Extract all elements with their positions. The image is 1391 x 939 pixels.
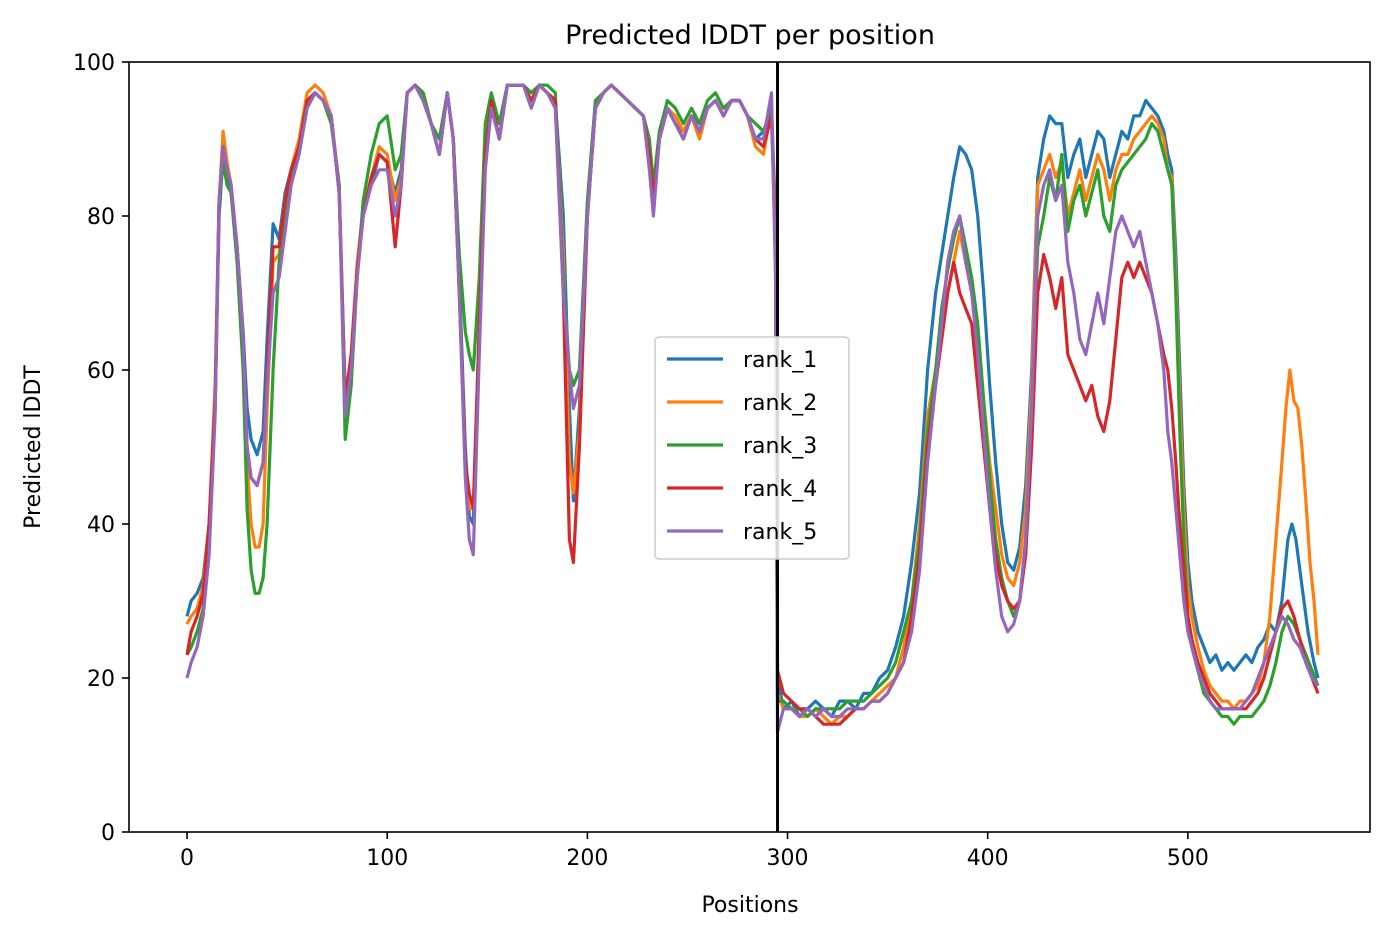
x-tick-label: 0 (180, 846, 194, 871)
plot-frame (128, 61, 1371, 833)
series-line-rank_5 (185, 83, 1320, 734)
chart-title: Predicted lDDT per position (565, 20, 935, 51)
y-tick-label: 100 (73, 51, 115, 76)
axes: 0 100 200 300 400 500 0 20 40 60 80 100 (73, 51, 1371, 871)
y-tick-label: 20 (87, 667, 115, 692)
x-tick-label: 300 (767, 846, 809, 871)
legend-box (654, 336, 850, 560)
legend-label-rank_5: rank_5 (743, 520, 817, 545)
x-tick-label: 400 (967, 846, 1009, 871)
y-tick-label: 0 (101, 821, 115, 846)
legend-label-rank_3: rank_3 (743, 434, 817, 459)
x-axis-title: Positions (701, 893, 798, 918)
legend: rank_1 rank_2 rank_3 rank_4 rank_5 (654, 336, 850, 560)
x-tick-label: 100 (366, 846, 408, 871)
y-tick-label: 80 (87, 205, 115, 230)
y-tick-label: 60 (87, 359, 115, 384)
y-tick-label: 40 (87, 513, 115, 538)
x-tick-label: 200 (566, 846, 608, 871)
legend-label-rank_2: rank_2 (743, 391, 817, 416)
legend-label-rank_4: rank_4 (743, 477, 817, 502)
y-axis-title: Predicted lDDT (21, 365, 46, 529)
legend-label-rank_1: rank_1 (743, 348, 817, 373)
x-tick-label: 500 (1167, 846, 1209, 871)
